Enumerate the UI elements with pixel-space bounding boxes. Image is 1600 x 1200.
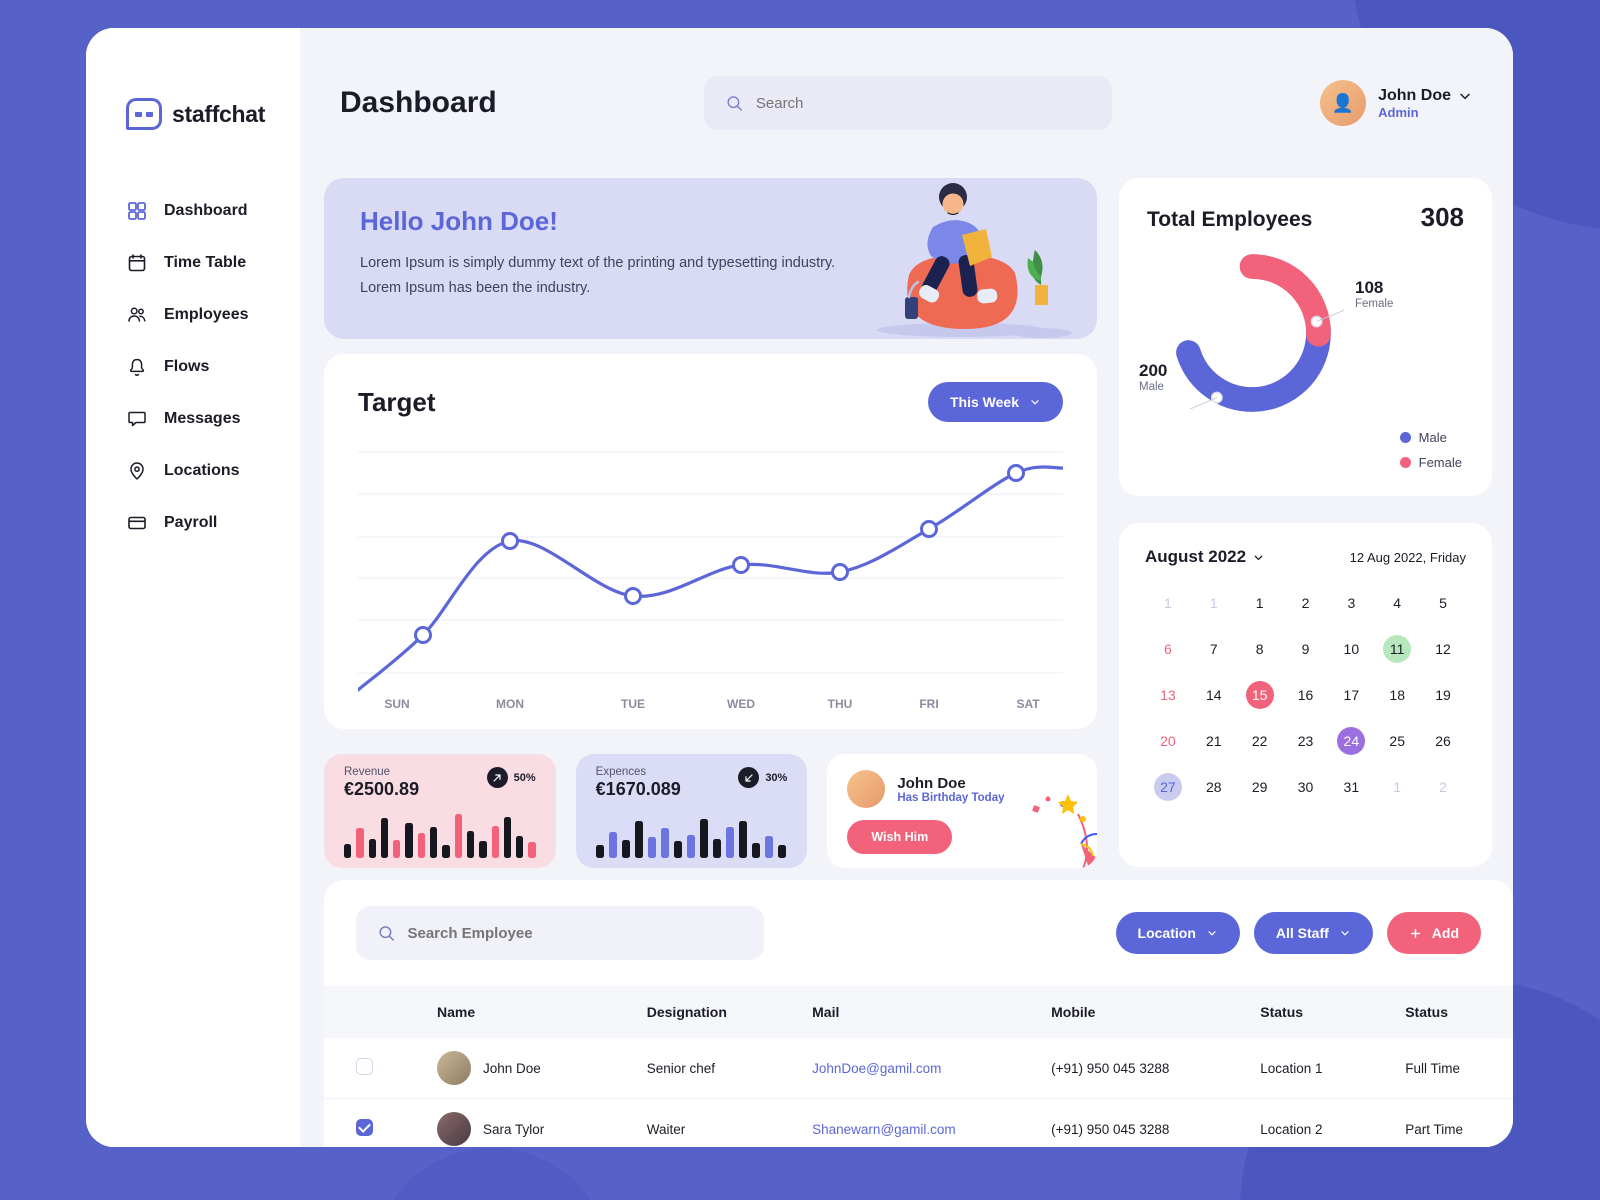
svg-text:SAT: SAT	[1016, 697, 1040, 711]
svg-text:FRI: FRI	[919, 697, 938, 711]
svg-text:SUN: SUN	[384, 697, 409, 711]
svg-text:TUE: TUE	[621, 697, 645, 711]
svg-text:WED: WED	[727, 697, 755, 711]
svg-text:MON: MON	[496, 697, 524, 711]
svg-text:THU: THU	[828, 697, 853, 711]
